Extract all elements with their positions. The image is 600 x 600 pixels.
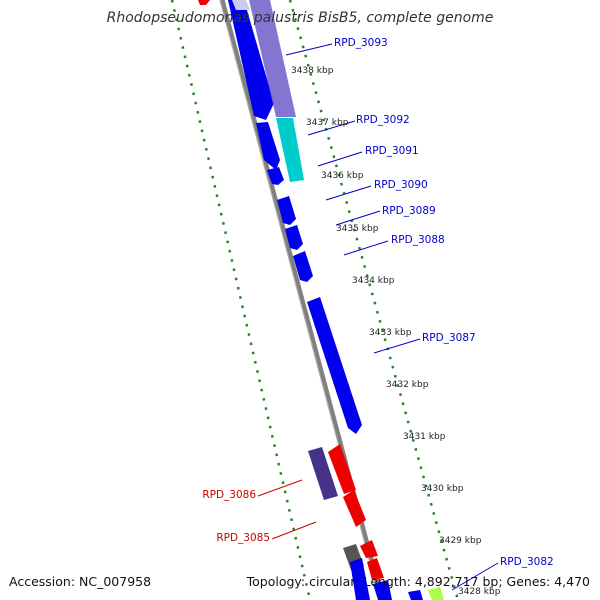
outer-dotted-ruler [170,0,312,600]
kbp-label: 3430 kbp [421,484,464,494]
gene-label-rpd3093[interactable]: RPD_3093 [334,37,388,49]
gene-rpd3085-reverse[interactable] [343,490,366,527]
gene-label-rpd3086[interactable]: RPD_3086 [202,489,256,501]
kbp-label: 3438 kbp [291,66,334,76]
label-leader-lines [285,43,499,591]
gene-rpd3093-forward[interactable] [228,0,274,120]
kbp-label: 3429 kbp [439,536,482,546]
kbp-label: 3434 kbp [352,276,395,286]
gene-red-b[interactable] [360,540,378,558]
gene-red-a[interactable] [328,444,356,494]
gene-rpd3087-forward[interactable] [307,297,362,434]
gene-label-rpd3082[interactable]: RPD_3082 [500,556,554,568]
gene-label-rpd3091[interactable]: RPD_3091 [365,145,419,157]
gene-label-rpd3087[interactable]: RPD_3087 [422,332,476,344]
genome-summary-text: Topology: circular; Length: 4,892,717 bp… [246,574,590,589]
label-leader-lines-red [257,479,317,540]
gene-label-rpd3092[interactable]: RPD_3092 [356,114,410,126]
top-red-gene[interactable] [198,0,210,5]
kbp-label: 3431 kbp [403,432,446,442]
gene-red-c[interactable] [367,558,384,580]
gene-rpd3086-slate[interactable] [308,447,338,500]
gene-rpd3092-forward[interactable] [256,122,280,170]
kbp-label: 3432 kbp [386,380,429,390]
accession-text: Accession: NC_007958 [9,574,151,589]
gene-label-rpd3088[interactable]: RPD_3088 [391,234,445,246]
gene-label-rpd3085[interactable]: RPD_3085 [216,532,270,544]
kbp-label: 3428 kbp [458,587,501,597]
gene-rpd3093-lavender[interactable] [249,0,296,117]
kbp-label: 3436 kbp [321,171,364,181]
gene-blue-bottom-b[interactable] [373,580,392,600]
kbp-label: 3433 kbp [369,328,412,338]
gene-rpd3089-forward[interactable] [277,196,296,225]
kbp-label: 3437 kbp [306,118,349,128]
gene-label-rpd3089[interactable]: RPD_3089 [382,205,436,217]
gene-rpd3088-forward[interactable] [285,225,303,250]
gene-forward-3434[interactable] [293,251,313,282]
gene-lime-bottom[interactable] [428,587,444,600]
gene-blue-bottom-a[interactable] [350,558,370,600]
gene-lavender-top[interactable] [232,0,250,10]
genome-title: Rhodopseudomonas palustris BisB5, comple… [107,10,494,26]
gene-label-rpd3090[interactable]: RPD_3090 [374,179,428,191]
gene-rpd3091-cyan[interactable] [276,118,304,182]
gene-blue-bottom-c[interactable] [408,590,423,600]
gene-rpd3090-forward[interactable] [267,167,284,185]
kbp-label: 3435 kbp [336,224,379,234]
